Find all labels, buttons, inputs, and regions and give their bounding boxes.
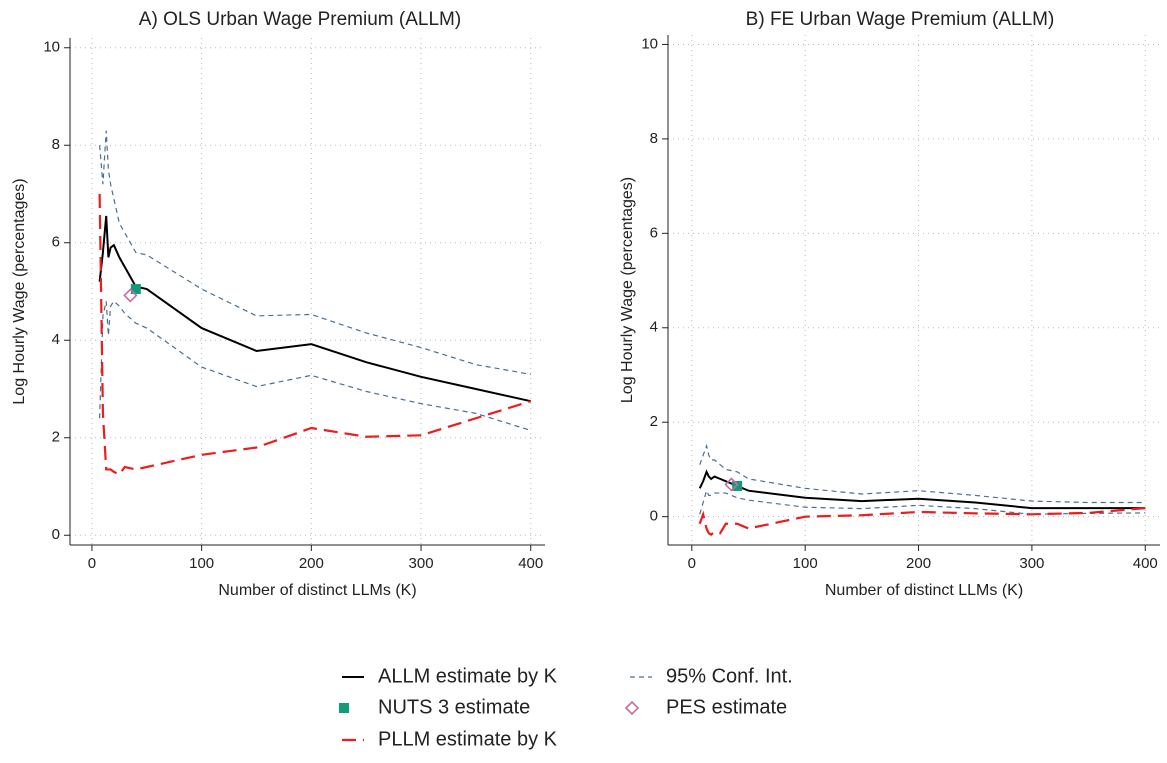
y-tick-label: 10 [641, 35, 658, 52]
series-line [699, 443, 1146, 504]
pes-marker [624, 700, 640, 716]
y-tick-label: 4 [52, 331, 60, 348]
legend-label: PLLM estimate by K [378, 728, 558, 750]
series-line [98, 215, 531, 403]
series-line [98, 193, 532, 476]
legend-label: PES estimate [666, 696, 787, 718]
x-tick-label: 100 [189, 555, 214, 572]
x-tick-label: 300 [1019, 555, 1044, 572]
y-tick-label: 4 [650, 319, 658, 336]
y-tick-label: 0 [650, 508, 658, 525]
y-tick-label: 8 [650, 130, 658, 147]
chart-title: B) FE Urban Wage Premium (ALLM) [746, 9, 1055, 30]
nuts3-marker [130, 284, 141, 295]
y-tick-label: 2 [650, 413, 658, 430]
y-tick-label: 2 [52, 429, 60, 446]
y-axis-label: Log Hourly Wage (percentages) [11, 178, 28, 404]
legend-label: NUTS 3 estimate [378, 696, 530, 718]
y-tick-label: 6 [52, 234, 60, 251]
y-tick-label: 8 [52, 136, 60, 153]
x-axis-label: Number of distinct LLMs (K) [218, 582, 416, 599]
series-line [698, 507, 1146, 536]
pes-marker [123, 288, 138, 303]
y-axis-label: Log Hourly Wage (percentages) [619, 177, 636, 403]
legend-label: 95% Conf. Int. [666, 665, 793, 687]
x-tick-label: 400 [1133, 555, 1158, 572]
x-tick-label: 100 [793, 555, 818, 572]
x-tick-label: 200 [299, 555, 324, 572]
series-line [99, 300, 531, 432]
chart-title: A) OLS Urban Wage Premium (ALLM) [139, 9, 461, 30]
x-tick-label: 0 [688, 555, 696, 572]
pes-marker [724, 477, 739, 492]
x-tick-label: 200 [906, 555, 931, 572]
x-tick-label: 300 [409, 555, 434, 572]
series-line [699, 489, 1146, 515]
legend-label: ALLM estimate by K [378, 665, 558, 687]
y-tick-label: 10 [43, 39, 60, 56]
series-line [99, 130, 531, 375]
x-axis-label: Number of distinct LLMs (K) [825, 582, 1023, 599]
y-tick-label: 0 [52, 526, 60, 543]
x-tick-label: 400 [518, 555, 543, 572]
nuts3-marker [339, 703, 349, 713]
y-tick-label: 6 [650, 224, 658, 241]
x-tick-label: 0 [88, 555, 96, 572]
